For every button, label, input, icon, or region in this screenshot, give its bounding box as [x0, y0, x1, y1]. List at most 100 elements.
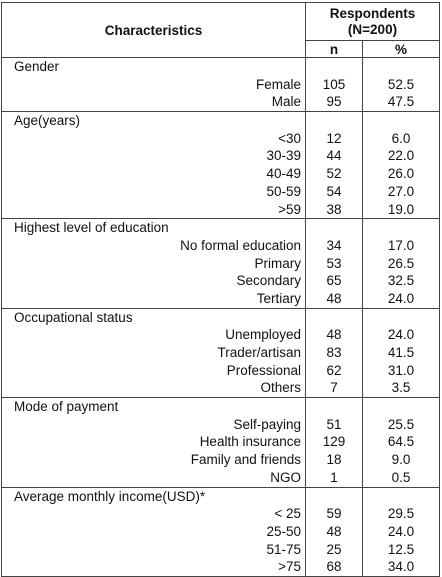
header-cell: Characteristics: [1, 2, 306, 58]
count-cell: 51 129 18 1: [305, 397, 363, 488]
percent: 25.5: [387, 416, 415, 432]
percent: 3.5: [391, 380, 411, 396]
item-label: <30: [278, 130, 301, 146]
item-label: 40-49: [266, 166, 301, 182]
count: 52: [326, 166, 342, 182]
percent: 22.0: [387, 148, 415, 164]
count: 83: [326, 345, 342, 360]
count: 53: [326, 255, 342, 271]
table-body: Gender Female Male 105 95 52.5 47.5 Age(years) <…: [1, 56, 441, 577]
section-row: Mode of payment Self-paying Health insuran…: [1, 397, 441, 488]
section-title: Age(years): [14, 113, 81, 129]
count: 48: [326, 327, 342, 343]
percent: 34.0: [387, 559, 415, 575]
section-title: Occupational status: [14, 309, 133, 325]
spacer: [306, 112, 362, 130]
spacer: [306, 398, 362, 416]
characteristic-cell: Occupational status Unemployed Trader/arti…: [1, 307, 306, 399]
header-text: %: [395, 41, 408, 57]
header-text: Respondents: [329, 5, 416, 21]
section-title: Mode of payment: [14, 399, 119, 415]
item-label: Health insurance: [199, 434, 301, 450]
spacer: [306, 219, 362, 237]
section-title: Highest level of education: [14, 220, 169, 236]
header-cell: Respondents (N=200): [304, 2, 441, 41]
item-label: 30-39: [266, 148, 301, 164]
section-title: Average monthly income(USD)*: [14, 488, 206, 504]
section-row: Average monthly income(USD)* < 25 25-50 51-…: [1, 486, 441, 577]
percent: 9.0: [391, 452, 411, 468]
item-label: Female: [255, 76, 301, 92]
header-text: Characteristics: [104, 22, 203, 38]
percent: 52.5: [387, 76, 415, 92]
header-text: n: [329, 41, 339, 57]
section-title: Gender: [14, 59, 60, 74]
spacer: [363, 58, 439, 76]
characteristic-cell: Highest level of education No formal educ…: [1, 218, 306, 309]
characteristic-cell: Age(years) <30 30-39 40-49 50-59 >59: [1, 111, 306, 220]
section-row: Occupational status Unemployed Trader/arti…: [1, 307, 441, 399]
spacer: [363, 112, 439, 130]
count-cell: 105 95: [305, 56, 363, 113]
count-cell: 34 53 65 48: [305, 218, 363, 309]
percent: 24.0: [387, 327, 415, 343]
spacer: [363, 219, 439, 237]
percent-cell: 25.5 64.5 9.0 0.5: [361, 397, 441, 488]
percent: 26.5: [387, 255, 415, 271]
count: 7: [330, 380, 338, 396]
spacer: [363, 488, 439, 506]
item-label: 25-50: [266, 523, 301, 539]
item-label: Family and friends: [190, 452, 301, 468]
percent: 27.0: [387, 183, 415, 199]
count: 25: [326, 541, 342, 557]
count: 68: [326, 559, 342, 575]
percent: 24.0: [387, 290, 415, 306]
count: 12: [326, 130, 342, 146]
item-label: NGO: [270, 469, 301, 485]
percent: 12.5: [387, 541, 415, 557]
percent-cell: 6.0 22.0 26.0 27.0 19.0: [361, 111, 441, 220]
count-cell: 48 83 62 7: [305, 307, 363, 399]
item-label: Male: [271, 94, 301, 110]
count: 65: [326, 273, 342, 289]
count: 34: [326, 237, 342, 253]
count: 44: [326, 148, 342, 164]
count: 1: [330, 469, 338, 485]
spacer: [306, 58, 362, 76]
percent: 32.5: [387, 273, 415, 289]
item-label: Tertiary: [256, 290, 301, 306]
header-cell: %: [361, 40, 441, 58]
spacer: [306, 488, 362, 506]
count: 48: [326, 523, 342, 539]
item-label: Others: [260, 380, 301, 396]
percent-cell: 29.5 24.0 12.5 34.0: [361, 486, 441, 577]
item-label: Unemployed: [225, 327, 301, 343]
table-header: Characteristics Respondents (N=200) n %: [1, 2, 441, 58]
count: 95: [326, 94, 342, 110]
percent: 64.5: [387, 434, 415, 450]
percent-cell: 17.0 26.5 32.5 24.0: [361, 218, 441, 309]
count: 105: [322, 76, 346, 92]
section-row: Gender Female Male 105 95 52.5 47.5: [1, 56, 441, 113]
spacer: [363, 398, 439, 416]
item-label: >59: [278, 201, 301, 217]
percent: 19.0: [387, 201, 415, 217]
count: 62: [326, 362, 342, 378]
percent: 47.5: [387, 94, 415, 110]
item-label: Trader/artisan: [217, 345, 301, 360]
section-row: Age(years) <30 30-39 40-49 50-59 >59 12 44 52 54 3…: [1, 111, 441, 220]
count: 38: [326, 201, 342, 217]
item-label: Primary: [254, 255, 302, 271]
percent-cell: 52.5 47.5: [361, 56, 441, 113]
section-row: Highest level of education No formal educ…: [1, 218, 441, 309]
percent: 41.5: [387, 345, 415, 360]
percent: 6.0: [391, 130, 411, 146]
item-label: Self-paying: [233, 416, 301, 432]
item-label: >75: [278, 559, 301, 575]
item-label: < 25: [274, 506, 301, 522]
count: 54: [326, 183, 342, 199]
count: 129: [322, 434, 346, 450]
count: 51: [326, 416, 342, 432]
